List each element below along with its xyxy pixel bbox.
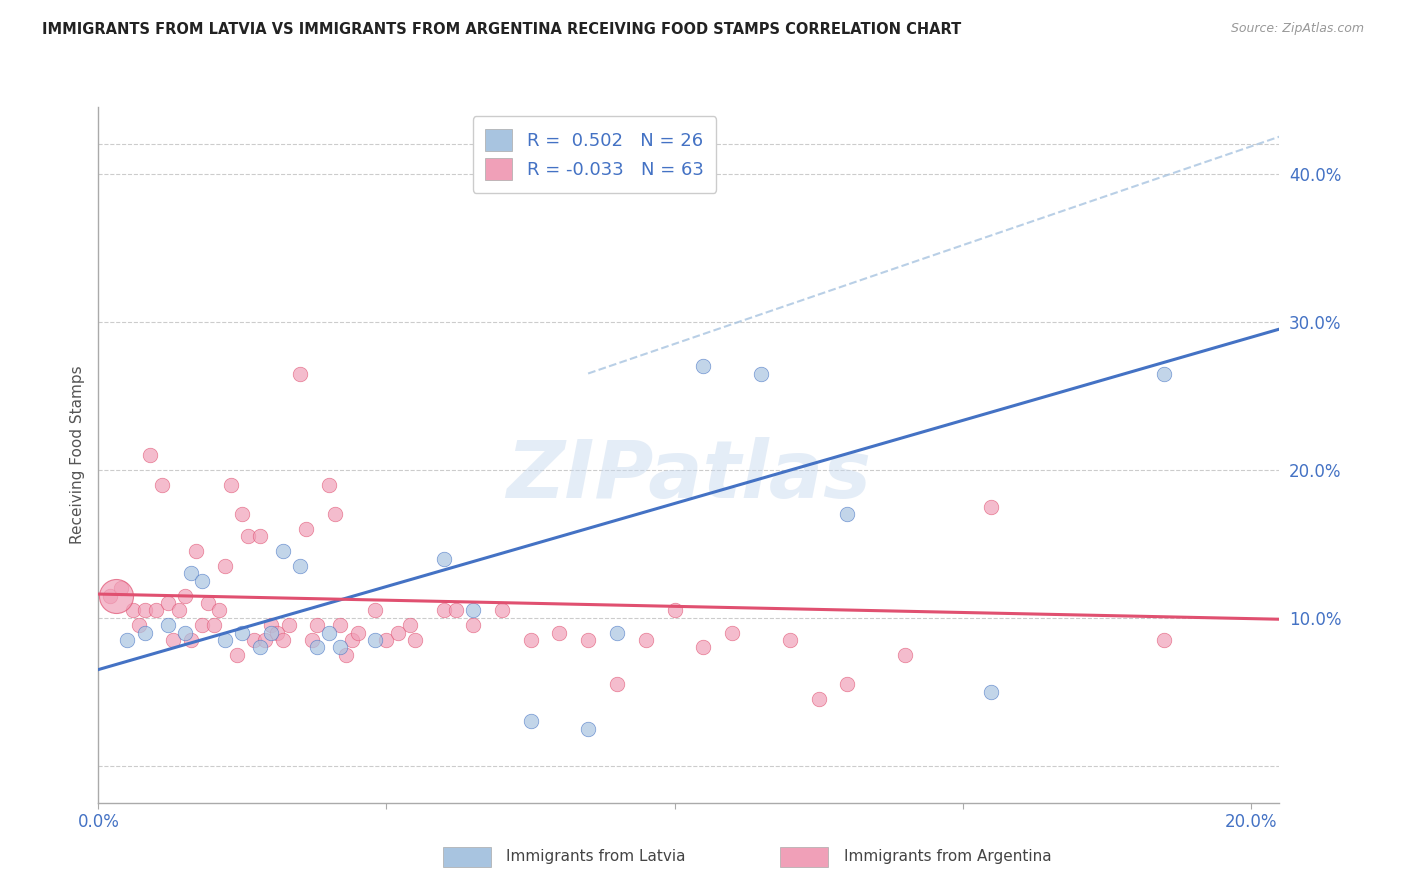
Point xyxy=(519,632,541,647)
Point xyxy=(1153,367,1175,381)
Point xyxy=(145,603,167,617)
Point xyxy=(219,477,242,491)
Point xyxy=(197,596,219,610)
Point xyxy=(980,685,1002,699)
Point xyxy=(749,367,772,381)
Point xyxy=(307,618,329,632)
Text: IMMIGRANTS FROM LATVIA VS IMMIGRANTS FROM ARGENTINA RECEIVING FOOD STAMPS CORREL: IMMIGRANTS FROM LATVIA VS IMMIGRANTS FRO… xyxy=(42,22,962,37)
Point xyxy=(576,632,599,647)
Point xyxy=(260,625,283,640)
Point xyxy=(208,603,231,617)
Point xyxy=(173,625,195,640)
Point xyxy=(837,677,859,691)
Text: Source: ZipAtlas.com: Source: ZipAtlas.com xyxy=(1230,22,1364,36)
Point xyxy=(214,632,236,647)
Point xyxy=(364,603,387,617)
Point xyxy=(128,618,150,632)
Point xyxy=(134,625,156,640)
Point xyxy=(692,359,714,373)
Point xyxy=(162,632,184,647)
Y-axis label: Receiving Food Stamps: Receiving Food Stamps xyxy=(69,366,84,544)
Text: Immigrants from Argentina: Immigrants from Argentina xyxy=(844,849,1052,863)
Point xyxy=(231,507,253,521)
Point xyxy=(318,625,340,640)
Point xyxy=(134,603,156,617)
Point xyxy=(375,632,398,647)
Point xyxy=(277,618,299,632)
Point xyxy=(156,596,179,610)
Point xyxy=(266,625,288,640)
Point xyxy=(807,692,830,706)
Point xyxy=(180,632,202,647)
Point xyxy=(346,625,368,640)
Point xyxy=(329,640,352,655)
Point xyxy=(238,529,260,543)
Point xyxy=(231,625,253,640)
Point xyxy=(249,640,271,655)
Point xyxy=(404,632,426,647)
Point xyxy=(606,625,628,640)
Point xyxy=(307,640,329,655)
Point xyxy=(191,618,214,632)
Point xyxy=(301,632,323,647)
Point xyxy=(98,589,121,603)
Point xyxy=(318,477,340,491)
Point xyxy=(461,618,484,632)
Point xyxy=(461,603,484,617)
Point xyxy=(634,632,657,647)
Point xyxy=(156,618,179,632)
Point xyxy=(214,558,236,573)
Point xyxy=(433,551,456,566)
Point xyxy=(254,632,277,647)
Point xyxy=(191,574,214,588)
Text: ZIPatlas: ZIPatlas xyxy=(506,437,872,515)
Point xyxy=(364,632,387,647)
Point xyxy=(249,529,271,543)
Point xyxy=(295,522,318,536)
Point xyxy=(387,625,409,640)
Point xyxy=(288,558,311,573)
Point xyxy=(664,603,686,617)
Point xyxy=(692,640,714,655)
Point xyxy=(576,722,599,736)
Point xyxy=(1153,632,1175,647)
Point xyxy=(115,632,138,647)
Point xyxy=(139,448,162,462)
Point xyxy=(548,625,571,640)
Point xyxy=(167,603,190,617)
Legend: R =  0.502   N = 26, R = -0.033   N = 63: R = 0.502 N = 26, R = -0.033 N = 63 xyxy=(472,116,716,193)
Point xyxy=(122,603,145,617)
Point xyxy=(980,500,1002,514)
Point xyxy=(260,618,283,632)
Point xyxy=(491,603,513,617)
Point xyxy=(329,618,352,632)
Point xyxy=(271,544,294,558)
Point xyxy=(225,648,247,662)
Point xyxy=(110,581,132,595)
Point xyxy=(837,507,859,521)
Text: Immigrants from Latvia: Immigrants from Latvia xyxy=(506,849,686,863)
Point xyxy=(398,618,420,632)
Point xyxy=(433,603,456,617)
Point xyxy=(104,589,127,603)
Point xyxy=(323,507,346,521)
Point xyxy=(173,589,195,603)
Point xyxy=(180,566,202,581)
Point xyxy=(288,367,311,381)
Point xyxy=(186,544,208,558)
Point xyxy=(335,648,357,662)
Point xyxy=(721,625,744,640)
Point xyxy=(519,714,541,729)
Point xyxy=(150,477,173,491)
Point xyxy=(271,632,294,647)
Point xyxy=(444,603,467,617)
Point xyxy=(243,632,266,647)
Point xyxy=(340,632,363,647)
Point xyxy=(606,677,628,691)
Point xyxy=(202,618,225,632)
Point xyxy=(894,648,917,662)
Point xyxy=(779,632,801,647)
